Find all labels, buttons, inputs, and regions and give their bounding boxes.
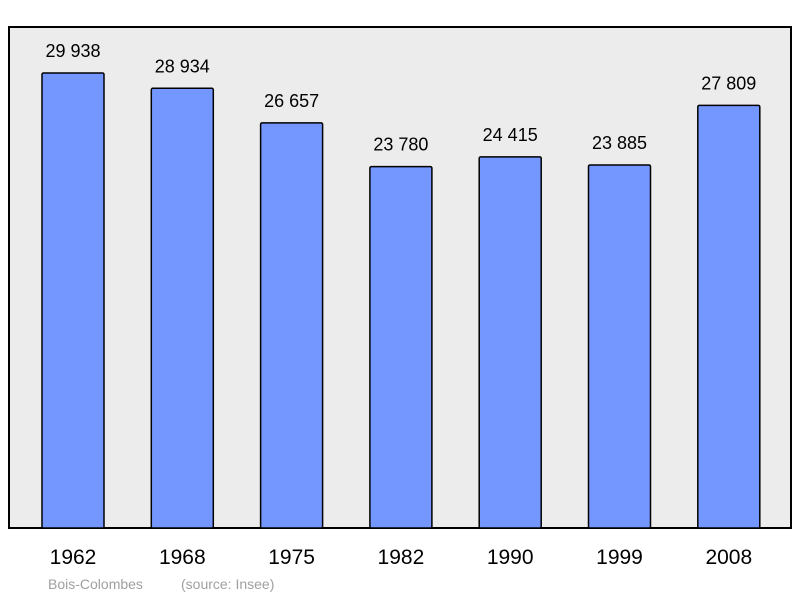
value-label-1968: 28 934 <box>155 56 210 76</box>
bar-1962 <box>41 72 105 529</box>
year-label-1968: 1968 <box>159 546 206 569</box>
bars-layer <box>41 72 761 529</box>
bar-2008 <box>697 104 761 529</box>
value-label-1999: 23 885 <box>592 133 647 153</box>
bar-1968 <box>150 87 215 529</box>
value-labels-layer: 29 938 28 934 26 657 23 780 24 415 23 885 27 8… <box>45 41 756 155</box>
bar-1975 <box>259 122 324 529</box>
year-label-1975: 1975 <box>268 546 315 569</box>
year-labels-layer: 1962 1968 1975 1982 1990 1999 2008 <box>50 546 753 569</box>
year-label-1982: 1982 <box>378 546 425 569</box>
bar-1982 <box>369 165 433 529</box>
year-label-1962: 1962 <box>50 546 97 569</box>
bar-1990 <box>478 156 542 529</box>
value-label-1975: 26 657 <box>264 91 319 111</box>
value-label-2008: 27 809 <box>701 73 756 93</box>
value-label-1990: 24 415 <box>483 125 538 145</box>
caption-source: (source: Insee) <box>181 576 274 592</box>
value-label-1962: 29 938 <box>45 41 100 61</box>
year-label-1999: 1999 <box>596 546 643 569</box>
year-label-1990: 1990 <box>487 546 534 569</box>
year-label-2008: 2008 <box>705 546 752 569</box>
value-label-1982: 23 780 <box>373 135 428 155</box>
caption-place: Bois-Colombes <box>48 576 143 592</box>
bar-1999 <box>587 164 652 529</box>
